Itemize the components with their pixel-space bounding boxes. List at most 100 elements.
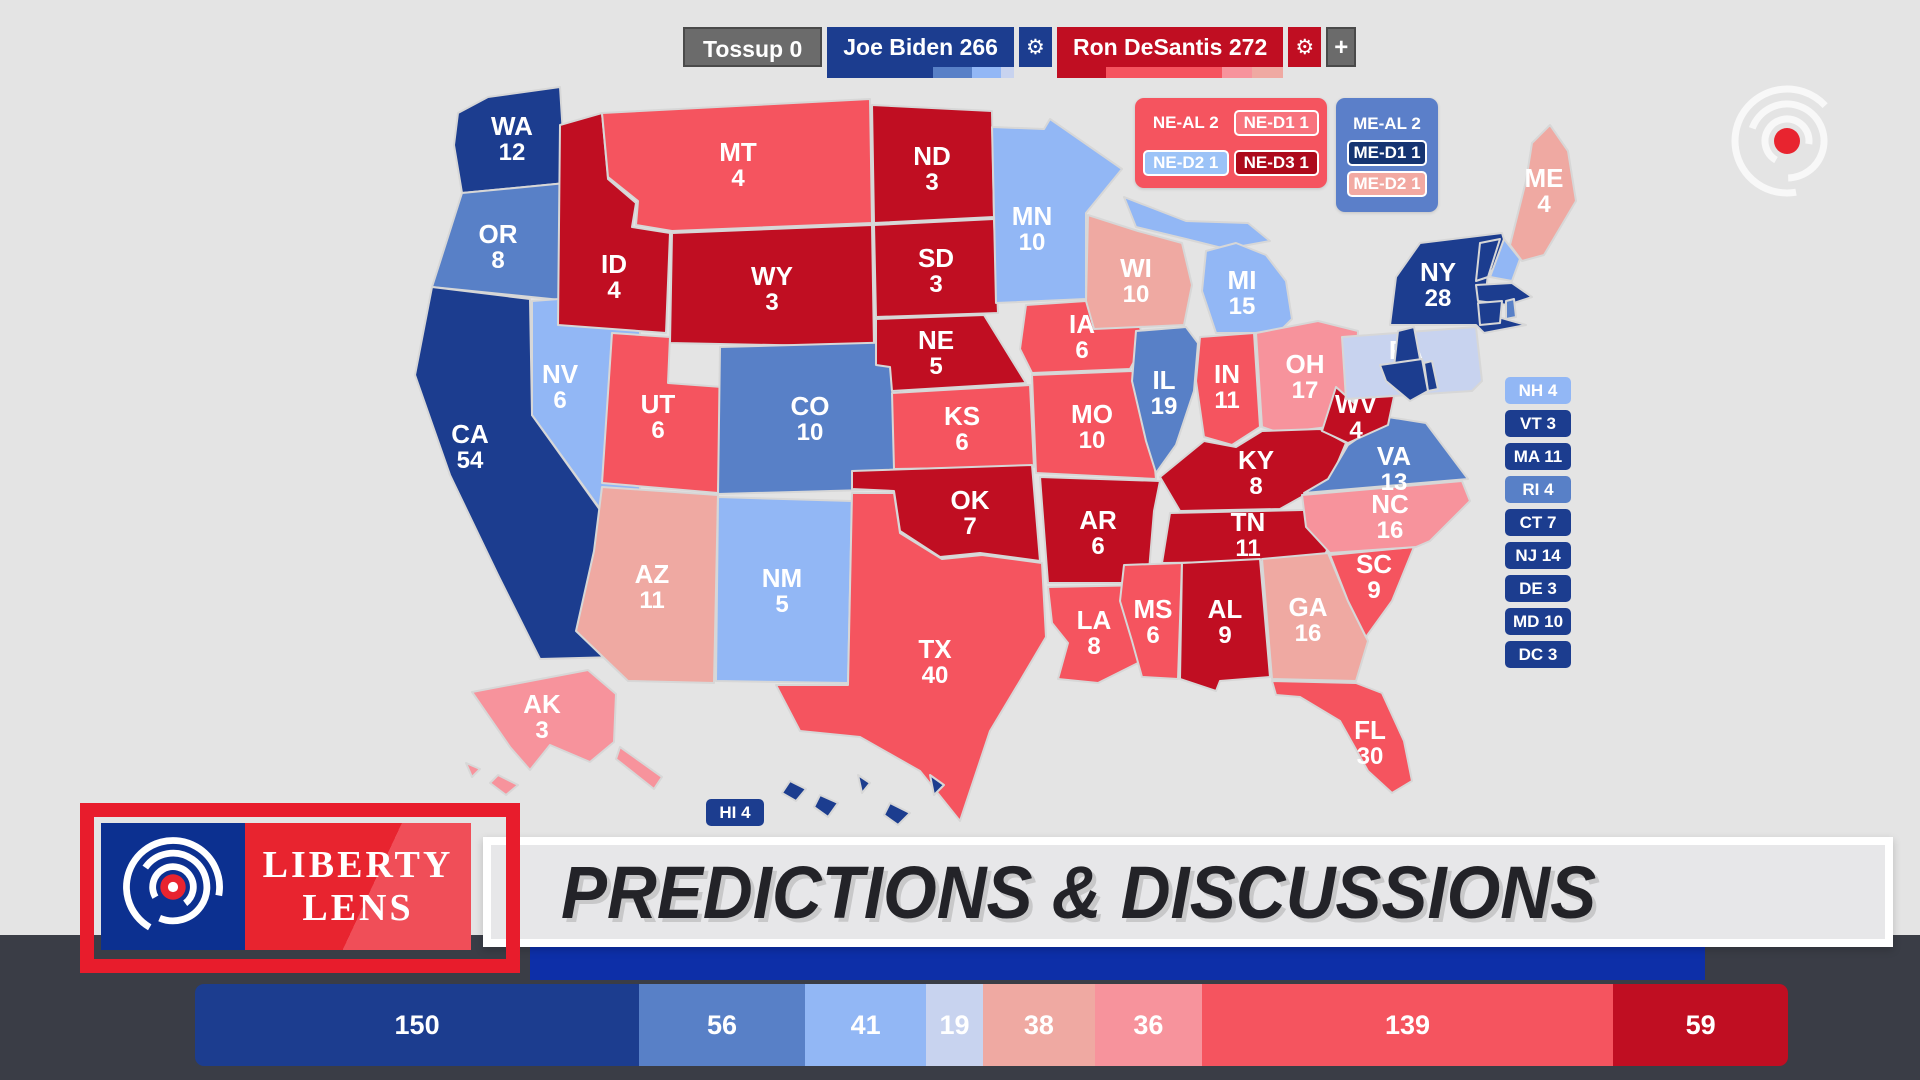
state-label-vt[interactable]: VT 3 bbox=[1505, 410, 1571, 437]
ev-distribution-bar: 150 56 41 19 38 36 139 59 bbox=[195, 984, 1788, 1066]
liberty-lens-logo: LIBERTY LENS bbox=[101, 823, 471, 950]
strip-segment-safe_dem bbox=[827, 67, 933, 78]
state-fl[interactable] bbox=[1271, 680, 1413, 794]
candidate-toolbar: Tossup 0 Joe Biden 266 ⚙ Ron DeSantis 27… bbox=[683, 27, 1357, 78]
strip-segment-safe_rep bbox=[1056, 67, 1107, 78]
state-label-de[interactable]: DE 3 bbox=[1505, 575, 1571, 602]
state-hi[interactable] bbox=[857, 774, 871, 794]
state-ri[interactable] bbox=[1505, 298, 1517, 320]
gear-icon: ⚙ bbox=[1026, 35, 1045, 59]
rep-candidate-group: Ron DeSantis 272 bbox=[1056, 27, 1284, 78]
state-label-ri[interactable]: RI 4 bbox=[1505, 476, 1571, 503]
nebraska-districts-box: NE-AL 2 NE-D1 1 NE-D2 1 NE-D3 1 bbox=[1135, 98, 1327, 188]
district-ne-d2[interactable]: NE-D2 1 bbox=[1143, 149, 1229, 176]
banner-blue-underline bbox=[530, 947, 1705, 980]
strip-segment-likely_rep bbox=[1106, 67, 1222, 78]
logo-wordmark-panel: LIBERTY LENS bbox=[245, 823, 471, 950]
brand-line1: LIBERTY bbox=[262, 843, 454, 886]
state-label-nh[interactable]: NH 4 bbox=[1505, 377, 1571, 404]
ev-bar-segment-tilt_rep: 38 bbox=[982, 984, 1096, 1066]
dem-candidate-group: Joe Biden 266 bbox=[827, 27, 1014, 78]
dem-settings-button[interactable]: ⚙ bbox=[1018, 27, 1052, 67]
state-ak[interactable] bbox=[465, 762, 481, 778]
ev-bar-segment-lean_rep: 36 bbox=[1095, 984, 1202, 1066]
radar-logo-icon bbox=[123, 836, 223, 937]
state-ma[interactable] bbox=[1475, 282, 1533, 306]
state-nc[interactable] bbox=[1301, 480, 1471, 554]
state-ga[interactable] bbox=[1261, 552, 1369, 682]
strip-segment-lean_dem bbox=[971, 67, 1001, 78]
state-label-nj[interactable]: NJ 14 bbox=[1505, 542, 1571, 569]
strip-segment-tilt_rep bbox=[1251, 67, 1284, 78]
rep-rating-strip bbox=[1056, 67, 1284, 78]
logo-frame bbox=[80, 803, 520, 973]
state-hi[interactable] bbox=[813, 794, 839, 818]
state-label-ct[interactable]: CT 7 bbox=[1505, 509, 1571, 536]
state-ar[interactable] bbox=[1039, 476, 1161, 584]
state-label-dc[interactable]: DC 3 bbox=[1505, 641, 1571, 668]
logo-shine bbox=[245, 823, 471, 950]
district-ne-d1[interactable]: NE-D1 1 bbox=[1233, 110, 1319, 137]
state-label-md[interactable]: MD 10 bbox=[1505, 608, 1571, 635]
district-me-d2[interactable]: ME-D2 1 bbox=[1347, 171, 1427, 197]
add-candidate-button[interactable]: + bbox=[1326, 27, 1357, 67]
ev-bar-segment-tilt_dem: 19 bbox=[926, 984, 983, 1066]
state-hi[interactable] bbox=[929, 774, 945, 796]
state-hi[interactable] bbox=[781, 780, 807, 802]
district-me-d1[interactable]: ME-D1 1 bbox=[1347, 140, 1427, 166]
ev-bar-segment-likely_dem: 56 bbox=[639, 984, 805, 1066]
state-md[interactable] bbox=[1379, 358, 1429, 402]
brand-line2: LENS bbox=[302, 886, 414, 929]
tossup-counter[interactable]: Tossup 0 bbox=[683, 27, 823, 67]
brand-name: LIBERTY LENS bbox=[263, 844, 454, 929]
state-mt[interactable] bbox=[601, 98, 873, 232]
state-mn[interactable] bbox=[991, 118, 1123, 304]
state-nd[interactable] bbox=[871, 104, 995, 224]
title-banner: PREDICTIONS & DISCUSSIONS bbox=[483, 837, 1893, 947]
state-in[interactable] bbox=[1195, 332, 1261, 446]
state-ct[interactable] bbox=[1477, 300, 1503, 326]
state-wy[interactable] bbox=[669, 224, 875, 348]
dem-candidate-counter[interactable]: Joe Biden 266 bbox=[827, 27, 1014, 67]
strip-segment-likely_dem bbox=[932, 67, 972, 78]
state-ne[interactable] bbox=[875, 314, 1027, 392]
ev-bar-segment-safe_dem: 150 bbox=[195, 984, 640, 1066]
state-il[interactable] bbox=[1131, 326, 1199, 474]
state-ut[interactable] bbox=[601, 332, 723, 494]
district-me-al[interactable]: ME-AL 2 bbox=[1353, 114, 1421, 133]
dem-rating-strip bbox=[827, 67, 1014, 78]
state-ks[interactable] bbox=[891, 384, 1035, 470]
state-al[interactable] bbox=[1179, 558, 1271, 692]
rep-candidate-counter[interactable]: Ron DeSantis 272 bbox=[1056, 27, 1284, 67]
state-wa[interactable] bbox=[453, 86, 567, 194]
district-ne-al[interactable]: NE-AL 2 bbox=[1152, 113, 1219, 133]
state-sd[interactable] bbox=[873, 218, 999, 318]
state-wi[interactable] bbox=[1085, 214, 1193, 330]
rep-settings-button[interactable]: ⚙ bbox=[1288, 27, 1322, 67]
strip-segment-lean_rep bbox=[1221, 67, 1252, 78]
state-mi[interactable] bbox=[1123, 196, 1271, 250]
state-nm[interactable] bbox=[715, 496, 853, 684]
state-az[interactable] bbox=[575, 486, 719, 684]
state-mi[interactable] bbox=[1201, 242, 1293, 334]
state-ak[interactable] bbox=[471, 669, 617, 771]
state-ak[interactable] bbox=[615, 746, 663, 790]
ev-bar-segment-likely_rep: 139 bbox=[1201, 984, 1614, 1066]
gear-icon: ⚙ bbox=[1295, 35, 1315, 59]
radar-watermark-icon bbox=[1731, 85, 1843, 197]
ev-bar-segment-safe_rep: 59 bbox=[1613, 984, 1788, 1066]
state-tx[interactable] bbox=[775, 492, 1047, 822]
page-title: PREDICTIONS & DISCUSSIONS bbox=[561, 850, 1597, 934]
state-vt[interactable] bbox=[1475, 238, 1501, 282]
state-hi[interactable] bbox=[883, 802, 911, 826]
maine-districts-box: ME-AL 2 ME-D1 1 ME-D2 1 bbox=[1336, 98, 1438, 212]
state-label-hi[interactable]: HI 4 bbox=[706, 799, 764, 826]
state-ak[interactable] bbox=[489, 774, 519, 796]
state-me[interactable] bbox=[1509, 124, 1577, 262]
state-nh[interactable] bbox=[1489, 238, 1521, 282]
strip-segment-tilt_dem bbox=[1000, 67, 1014, 78]
state-label-ma[interactable]: MA 11 bbox=[1505, 443, 1571, 470]
district-ne-d3[interactable]: NE-D3 1 bbox=[1233, 149, 1319, 176]
logo-emblem-panel bbox=[101, 823, 245, 950]
